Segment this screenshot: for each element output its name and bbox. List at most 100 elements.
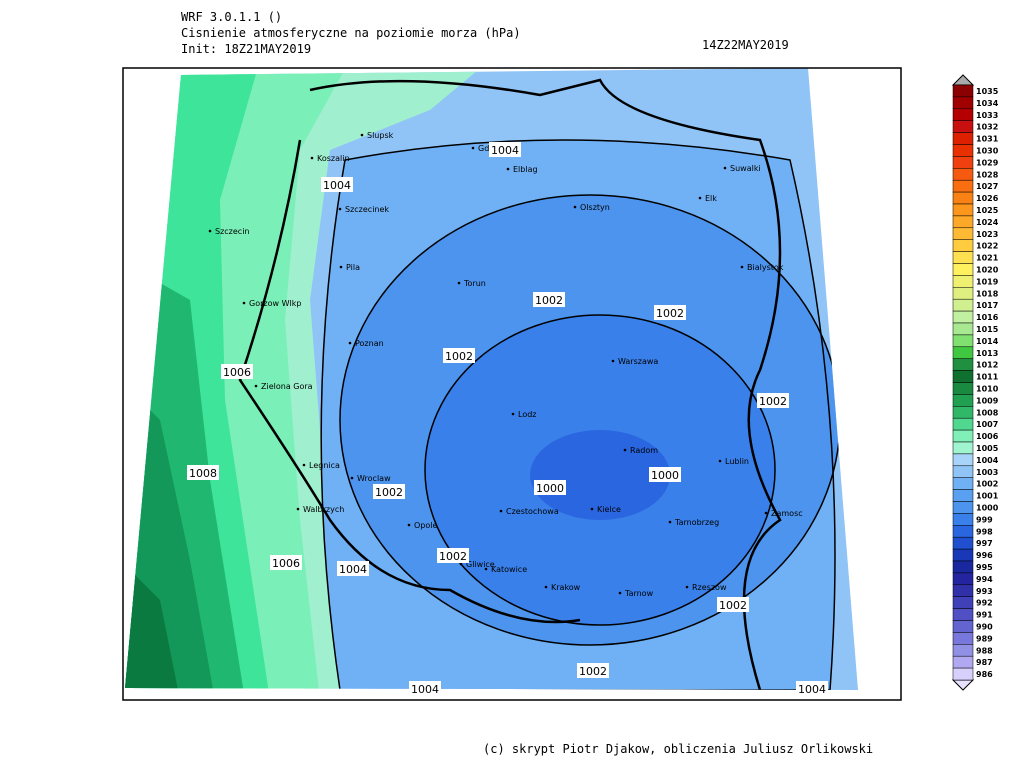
city-marker: [242, 301, 246, 305]
city-label: Lublin: [725, 457, 749, 466]
colorbar-label: 1009: [976, 396, 999, 405]
colorbar-cell: [952, 429, 974, 443]
city-label: Pila: [346, 263, 360, 272]
contour-label-bg: [373, 484, 405, 499]
colorbar-cell: [952, 275, 974, 288]
colorbar-label: 1013: [976, 349, 998, 358]
colorbar-label: 1001: [976, 492, 999, 501]
contour-label: 1006: [223, 366, 251, 379]
colorbar-label: 1033: [976, 111, 998, 120]
city-label: Torun: [463, 279, 486, 288]
city-marker: [459, 562, 463, 566]
colorbar-cell: [952, 584, 974, 597]
colorbar-label: 995: [976, 563, 993, 572]
colorbar-cell: [952, 608, 974, 621]
contour-label: 1002: [579, 665, 607, 678]
colorbar-cell: [952, 263, 974, 276]
contour-label-bg: [577, 663, 609, 678]
city-marker: [740, 265, 744, 269]
colorbar-cell: [952, 168, 974, 181]
colorbar-cell: [952, 298, 974, 312]
map-frame: [122, 67, 902, 701]
colorbar-cell: [952, 287, 974, 300]
city-marker: [685, 585, 689, 589]
colorbar-label: 1022: [976, 242, 998, 251]
contour-label-bg: [270, 555, 302, 570]
colorbar-cell: [952, 382, 974, 395]
colorbar-label: 1024: [976, 218, 999, 227]
colorbar-cell: [952, 227, 974, 240]
colorbar-label: 1028: [976, 170, 999, 179]
colorbar-label: 1007: [976, 420, 998, 429]
colorbar-cell: [952, 358, 974, 371]
colorbar-cell: [952, 620, 974, 633]
colorbar-label: 1016: [976, 313, 999, 322]
city-label: Radom: [630, 446, 658, 455]
colorbar-cell: [952, 203, 974, 217]
contour-label-bg: [409, 681, 441, 696]
colorbar-cell: [952, 632, 974, 645]
colorbar-label: 1003: [976, 468, 998, 477]
contour-label: 1002: [759, 395, 787, 408]
colorbar-label: 1020: [976, 265, 999, 274]
colorbar-cell: [952, 251, 974, 264]
field-band: [125, 560, 180, 690]
city-marker: [360, 133, 364, 137]
city-label: Wroclaw: [357, 474, 391, 483]
city-label: Krakow: [551, 583, 581, 592]
contour-label-bg: [337, 561, 369, 576]
contour-label-bg: [221, 364, 253, 379]
contour-label: 1002: [439, 550, 467, 563]
colorbar-cell: [952, 156, 974, 169]
colorbar-label: 990: [976, 622, 993, 631]
colorbar-cell: [952, 132, 974, 145]
contour-label-bg: [187, 465, 219, 480]
colorbar-cell: [952, 191, 974, 205]
contour-label: 1002: [656, 307, 684, 320]
colorbar-cell: [952, 322, 974, 336]
colorbar-label: 1032: [976, 123, 998, 132]
city-marker: [618, 591, 622, 595]
city-marker: [611, 359, 615, 363]
city-label: Tarnow: [624, 589, 654, 598]
city-marker: [339, 265, 343, 269]
contour-label: 1004: [411, 683, 439, 696]
city-label: Warszawa: [618, 357, 658, 366]
footer: (c) skrypt Piotr Djakow, obliczenia Juli…: [483, 742, 873, 756]
contour-label: 1008: [189, 467, 217, 480]
colorbar-cell: [952, 596, 974, 609]
colorbar-cell: [952, 310, 974, 324]
pressure-field: [125, 68, 858, 690]
city-marker: [348, 341, 352, 345]
city-marker: [254, 384, 258, 388]
colorbar-label: 1018: [976, 289, 999, 298]
city-label: Szczecin: [215, 227, 250, 236]
colorbar-cell: [952, 84, 974, 98]
colorbar-label: 1035: [976, 87, 999, 96]
colorbar-label: 988: [976, 646, 993, 655]
colorbar-cell: [952, 525, 974, 538]
contour-label: 1002: [375, 486, 403, 499]
colorbar-label: 1011: [976, 373, 999, 382]
city-marker: [310, 156, 314, 160]
contour-label-bg: [717, 597, 749, 612]
city-label: Slupsk: [367, 131, 394, 140]
contour-label-bg: [533, 292, 565, 307]
city-label: Poznan: [355, 339, 384, 348]
colorbar-label: 1008: [976, 408, 999, 417]
city-label: Koszalin: [317, 154, 350, 163]
colorbar-label: 1004: [976, 456, 999, 465]
city-marker: [544, 585, 548, 589]
contour-label: 1004: [491, 144, 519, 157]
city-marker: [668, 520, 672, 524]
colorbar-cell: [952, 453, 974, 467]
init-label: Init: 18Z21MAY2019: [181, 42, 311, 56]
colorbar-cell: [952, 465, 974, 478]
colorbar-cell: [952, 655, 974, 669]
contour-label-layer: 1004 1004 1002 1002 1002 1006 1002 1008 1000 1000…: [187, 142, 828, 696]
contour-label: 1004: [323, 179, 351, 192]
colorbar-cell: [952, 667, 974, 681]
colorbar-arrow: [951, 679, 975, 691]
colorbar-label: 986: [976, 670, 993, 679]
